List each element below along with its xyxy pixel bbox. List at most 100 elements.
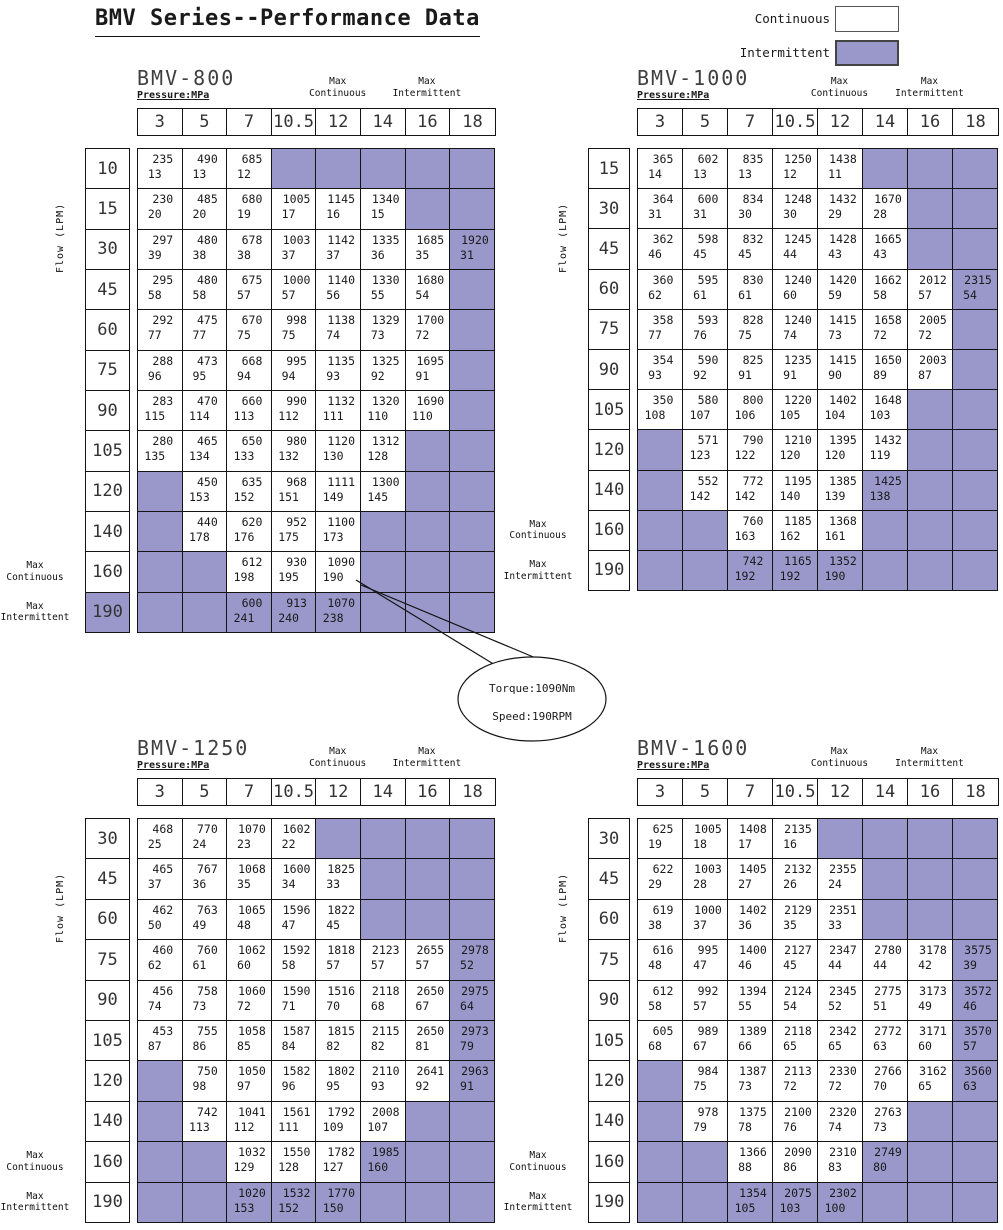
speed-value: 22 [281,837,296,851]
data-cell: 288 96 [138,350,183,391]
data-cell: 990 112 [271,390,317,432]
speed-value: 107 [367,1119,389,1134]
data-cell: 350 108 [638,390,683,431]
torque-value: 2302 [829,1185,857,1200]
data-cell [863,510,908,551]
speed-value: 36 [192,877,207,892]
data-cell: 580 107 [683,390,728,431]
data-cell: 1366 88 [728,1142,773,1183]
data-cell [450,1182,495,1223]
speed-value: 37 [326,247,341,262]
data-cell [405,511,451,553]
speed-value: 113 [189,1119,210,1134]
torque-value: 1400 [739,943,767,958]
data-cell: 571 123 [683,430,728,471]
max-continuous-header-label: Max Continuous [309,746,367,769]
pressure-header-cell: 10.5 [773,779,818,805]
speed-value: 58 [873,287,887,302]
speed-value: 115 [144,408,166,423]
data-cell [450,511,495,553]
speed-value: 49 [192,917,207,932]
speed-value: 74 [783,327,797,342]
data-cell [405,431,451,472]
pressure-header-cell: 10.5 [773,109,818,135]
torque-value: 1003 [282,232,311,247]
data-cell [450,1142,495,1183]
data-cell [953,430,998,471]
torque-value: 1368 [829,513,857,528]
data-cell [683,1182,728,1223]
data-cell: 635 152 [227,471,272,512]
speed-value: 16 [326,207,341,222]
speed-value: 128 [278,1160,299,1175]
speed-value: 91 [738,367,752,382]
data-cell: 1005 18 [683,819,728,860]
data-cell [450,269,495,311]
data-cell: 616 48 [638,940,683,981]
data-cell: 2975 64 [450,980,495,1021]
data-cell [953,229,998,270]
torque-value: 767 [197,862,218,877]
torque-value: 2118 [371,983,400,998]
speed-value: 52 [828,998,842,1013]
data-cell: 590 92 [683,349,728,391]
speed-value: 153 [189,489,210,504]
speed-value: 33 [828,917,842,932]
data-cell [953,309,998,350]
data-cell: 354 93 [638,349,683,391]
data-cell: 468 25 [138,819,183,860]
torque-value: 1920 [461,232,489,247]
speed-value: 103 [779,1200,801,1215]
torque-value: 571 [697,433,719,448]
data-cell [450,471,495,512]
legend-intermittent-label: Intermittent [739,45,830,60]
flow-label-cell: 10 [86,149,129,190]
speed-value: 114 [189,408,210,423]
flow-label-cell: 75 [589,310,629,350]
speed-value: 58 [147,287,162,302]
max-continuous-header-label: Max Continuous [309,76,367,99]
data-cell: 2320 74 [818,1101,863,1143]
data-cell: 1395 120 [818,430,863,471]
data-cell: 2655 57 [405,940,451,981]
torque-value: 1802 [327,1064,356,1079]
pressure-header-cell: 5 [183,779,228,805]
data-cell: 2124 54 [773,980,818,1021]
torque-value: 1408 [739,822,767,836]
data-cell: 992 57 [683,980,728,1021]
speed-value: 105 [779,408,801,423]
data-cell: 1003 28 [683,859,728,900]
torque-value: 1145 [327,192,356,207]
data-cell: 1062 60 [227,940,272,981]
speed-value: 45 [326,917,341,932]
data-cell: 1111 149 [316,471,361,512]
flow-label-cell: 120 [589,1061,629,1102]
speed-value: 57 [281,287,296,302]
data-cell: 1408 17 [728,819,773,860]
data-cell: 755 86 [182,1020,228,1062]
data-cell [138,471,183,512]
data-cell: 1685 35 [405,229,451,270]
speed-value: 73 [828,327,842,342]
flow-label-cell: 190 [86,1183,129,1223]
speed-value: 73 [873,1119,887,1134]
torque-value: 600 [241,595,263,610]
max-continuous-header-label: Max Continuous [810,76,869,99]
flow-label-cell: 140 [86,1102,129,1143]
torque-value: 952 [286,514,307,529]
torque-value: 675 [241,272,263,287]
torque-value: 2655 [416,943,445,958]
speed-value: 195 [278,570,299,585]
data-cell: 995 94 [271,350,317,391]
speed-value: 27 [738,877,752,892]
torque-value: 1248 [784,192,812,207]
speed-value: 35 [237,877,251,892]
speed-value: 51 [873,998,887,1013]
data-cell: 440 178 [182,511,228,553]
torque-value: 1690 [416,393,445,408]
torque-value: 1300 [371,474,400,489]
speed-value: 17 [281,207,296,222]
max-intermittent-row-label: Max Intermittent [503,1190,573,1214]
speed-value: 61 [738,287,752,302]
data-cell: 2345 52 [818,980,863,1021]
